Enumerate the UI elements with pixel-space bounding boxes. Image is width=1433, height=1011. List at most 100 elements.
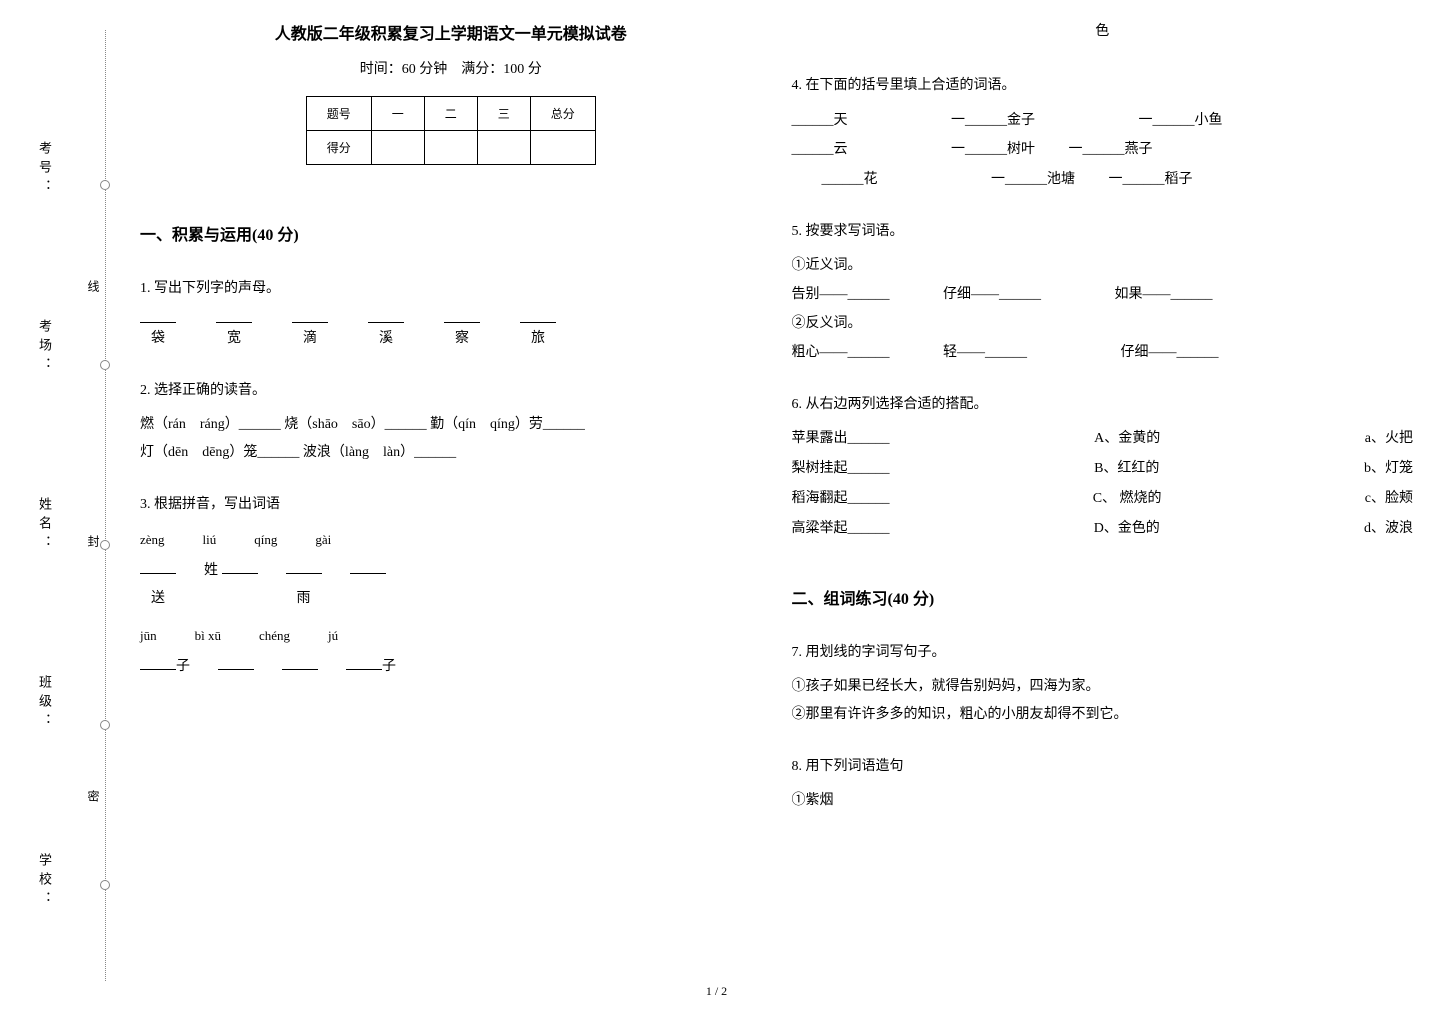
- q1-text: 写出下列字的声母。: [154, 281, 280, 296]
- q6-num: 6.: [792, 397, 803, 412]
- char-item: 袋: [140, 309, 176, 353]
- q7-num: 7.: [792, 645, 803, 660]
- th-2: 二: [424, 97, 477, 131]
- pinyin: gài: [315, 527, 331, 553]
- question-2: 2. 选择正确的读音。 燃（rán ráng）______ 烧（shāo sāo…: [140, 377, 762, 467]
- q8-num: 8.: [792, 759, 803, 774]
- char: 子: [382, 659, 396, 674]
- match-mid: A、金黄的: [1094, 425, 1160, 453]
- q2-text: 选择正确的读音。: [154, 383, 266, 398]
- item: 一______金子: [951, 113, 1035, 128]
- blank: [222, 560, 258, 574]
- char-item: 察: [444, 309, 480, 353]
- item: 一______池塘: [991, 172, 1075, 187]
- q3-num: 3.: [140, 497, 151, 512]
- question-4: 4. 在下面的括号里填上合适的词语。 ______天 一______金子 一__…: [792, 72, 1414, 194]
- item: ______云: [792, 142, 848, 157]
- blank: [282, 656, 318, 670]
- binding-side-text: 线 封 密: [85, 280, 102, 922]
- question-8: 8. 用下列词语造句 ①紫烟: [792, 753, 1414, 815]
- blank: [346, 656, 382, 670]
- th-num: 题号: [306, 97, 371, 131]
- match-mid: D、金色的: [1094, 515, 1160, 543]
- fill-cell: 子: [140, 653, 190, 681]
- q1-num: 1.: [140, 281, 151, 296]
- match-mid: C、 燃烧的: [1093, 485, 1162, 513]
- sub2-label: ②反义词。: [792, 310, 1414, 338]
- char: 袋: [151, 331, 165, 346]
- q8-s1: ①紫烟: [792, 787, 1414, 815]
- fill-cell: 雨: [286, 557, 322, 613]
- pinyin: jú: [328, 623, 338, 649]
- char-item: 溪: [368, 309, 404, 353]
- question-6: 6. 从右边两列选择合适的搭配。 苹果露出______ A、金黄的 a、火把 梨…: [792, 391, 1414, 545]
- q2-line1: 燃（rán ráng）______ 烧（shāo sāo）______ 勤（qí…: [140, 411, 762, 439]
- table-row: 得分: [306, 131, 595, 165]
- char: 旅: [531, 331, 545, 346]
- q4-num: 4.: [792, 78, 803, 93]
- q7-s1: ①孩子如果已经长大，就得告别妈妈，四海为家。: [792, 673, 1414, 701]
- blank: [292, 309, 328, 323]
- match-left: 稻海翻起______: [792, 485, 890, 513]
- pinyin: qíng: [254, 527, 277, 553]
- char: 察: [455, 331, 469, 346]
- char-item: 宽: [216, 309, 252, 353]
- item: 一______稻子: [1109, 172, 1193, 187]
- sub1-label: ①近义词。: [792, 252, 1414, 280]
- question-1: 1. 写出下列字的声母。 袋 宽 滴 溪 察 旅: [140, 275, 762, 353]
- item: 轻——______: [943, 345, 1027, 360]
- q7-text: 用划线的字词写句子。: [806, 645, 946, 660]
- item: 粗心——______: [792, 345, 890, 360]
- right-column: 色 4. 在下面的括号里填上合适的词语。 ______天 一______金子 一…: [792, 20, 1414, 971]
- char: 子: [176, 659, 190, 674]
- char: 雨: [297, 591, 311, 606]
- match-left: 高粱举起______: [792, 515, 890, 543]
- char: 溪: [379, 331, 393, 346]
- th-1: 一: [371, 97, 424, 131]
- fill-cell: 送: [140, 557, 176, 613]
- item: 告别——______: [792, 287, 890, 302]
- q2-line2: 灯（dēn dēng）笼______ 波浪（làng làn）______: [140, 439, 762, 467]
- score-table: 题号 一 二 三 总分 得分: [306, 96, 596, 165]
- table-row: 题号 一 二 三 总分: [306, 97, 595, 131]
- binding-labels: 考号： 考场： 姓名： 班级： 学校：: [35, 80, 54, 971]
- q5-num: 5.: [792, 224, 803, 239]
- q3-text: 根据拼音，写出词语: [154, 497, 280, 512]
- blank: [520, 309, 556, 323]
- td-empty: [477, 131, 530, 165]
- char: 滴: [303, 331, 317, 346]
- content-area: 人教版二年级积累复习上学期语文一单元模拟试卷 时间：60 分钟 满分：100 分…: [140, 20, 1413, 971]
- pinyin: chéng: [259, 623, 290, 649]
- match-right: b、灯笼: [1364, 455, 1413, 483]
- question-7: 7. 用划线的字词写句子。 ①孩子如果已经长大，就得告别妈妈，四海为家。 ②那里…: [792, 639, 1414, 729]
- item: ______天: [792, 113, 848, 128]
- item: 一______小鱼: [1139, 113, 1223, 128]
- td-empty: [424, 131, 477, 165]
- binding-line: [105, 30, 106, 981]
- th-3: 三: [477, 97, 530, 131]
- fill-cell: 子: [346, 653, 396, 681]
- fill-cell: 姓: [204, 557, 258, 585]
- q4-text: 在下面的括号里填上合适的词语。: [806, 78, 1016, 93]
- td-empty: [530, 131, 595, 165]
- exam-subtitle: 时间：60 分钟 满分：100 分: [140, 58, 762, 78]
- exam-title: 人教版二年级积累复习上学期语文一单元模拟试卷: [140, 20, 762, 44]
- blank: [216, 309, 252, 323]
- trailing-char: 色: [792, 20, 1414, 40]
- q2-num: 2.: [140, 383, 151, 398]
- blank: [368, 309, 404, 323]
- pinyin: bì xū: [195, 623, 221, 649]
- char: 宽: [227, 331, 241, 346]
- char: 姓: [204, 563, 218, 578]
- section2-heading: 二、组词练习(40 分): [792, 585, 1414, 609]
- pinyin: zèng: [140, 527, 165, 553]
- item: ______花: [822, 172, 878, 187]
- item: 一______燕子: [1069, 142, 1153, 157]
- fill-cell: [350, 557, 386, 585]
- match-mid: B、红红的: [1094, 455, 1159, 483]
- binding-label: 考号：: [35, 141, 54, 198]
- item: 一______树叶: [951, 142, 1035, 157]
- q8-text: 用下列词语造句: [806, 759, 904, 774]
- blank: [350, 560, 386, 574]
- blank: [444, 309, 480, 323]
